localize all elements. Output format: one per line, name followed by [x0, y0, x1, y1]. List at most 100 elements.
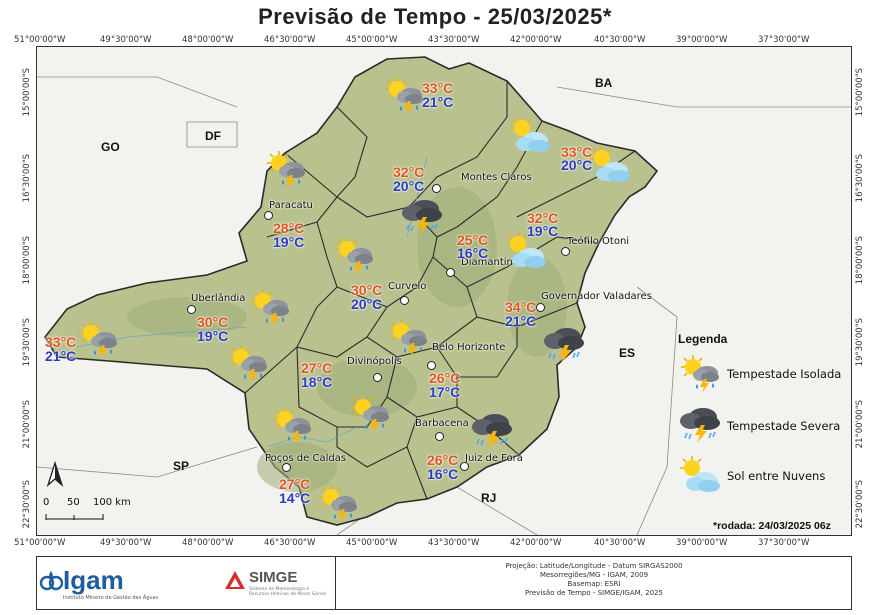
min-temp: 18°C	[301, 374, 333, 390]
city-marker	[435, 432, 444, 441]
min-temp: 17°C	[429, 384, 461, 400]
lat-tick: 21°00'00"S	[22, 400, 32, 449]
scale-line	[45, 514, 104, 520]
lon-tick: 43°30'00"W	[428, 35, 480, 45]
lon-tick: 49°30'00"W	[100, 35, 152, 45]
lat-tick: 19°30'00"S	[22, 318, 32, 367]
lat-tick: 18°00'00"S	[22, 236, 32, 285]
mesoregion-borders	[244, 81, 636, 500]
storm-severe-icon	[469, 409, 515, 449]
city-label-curvelo: Curvelo	[388, 281, 427, 292]
lon-tick: 46°30'00"W	[264, 35, 316, 45]
city-marker	[282, 463, 291, 472]
city-label-montes-claros: Montes Claros	[461, 172, 532, 183]
state-label-sp: SP	[173, 459, 190, 473]
city-label-uberlandia: Uberlândia	[191, 293, 246, 304]
igam-logo-icon	[39, 571, 63, 591]
map-frame: GO DF BA ES SP RJ Montes Claros Paracatu…	[36, 46, 852, 536]
lon-tick: 46°30'00"W	[264, 538, 316, 548]
map-credits: Projeção: Latitude/Longitude - Datum SIR…	[337, 562, 851, 598]
lon-tick: 37°30'00"W	[758, 538, 810, 548]
city-label-pocos-de-caldas: Poços de Caldas	[265, 453, 347, 464]
city-marker	[446, 268, 455, 277]
igam-logo-text: Igam	[63, 565, 124, 595]
city-marker	[432, 184, 441, 193]
scale-label: 0	[43, 497, 50, 508]
max-temp: 33°C	[422, 80, 454, 96]
credit-line: Mesorregiões/MG - IGAM, 2009	[539, 571, 649, 579]
storm-isolated-icon	[75, 319, 121, 359]
city-marker	[460, 462, 469, 471]
legend-label: Tempestade Isolada	[727, 367, 842, 381]
max-temp: 32°C	[527, 210, 559, 226]
scale-label: 100 km	[93, 497, 131, 508]
lon-tick: 40°30'00"W	[594, 35, 646, 45]
lat-tick: 15°00'00"S	[22, 68, 32, 117]
storm-isolated-icon	[385, 317, 431, 357]
max-temp: 26°C	[427, 452, 459, 468]
storm-isolated-icon	[381, 75, 427, 115]
simge-logo-icon	[225, 571, 245, 589]
city-marker	[427, 361, 436, 370]
lat-tick: 16°30'00"S	[855, 154, 865, 203]
storm-isolated-icon	[269, 405, 315, 445]
city-label-belo-horizonte: Belo Horizonte	[432, 342, 506, 353]
city-label-teofilo-otoni: Teófilo Otoni	[567, 236, 630, 247]
lon-tick: 51°00'00"W	[14, 538, 66, 548]
storm-isolated-icon	[247, 287, 293, 327]
max-temp: 26°C	[429, 370, 461, 386]
lat-tick: 15°00'00"S	[855, 68, 865, 117]
storm-isolated-icon	[677, 353, 723, 393]
storm-severe-icon	[399, 195, 445, 235]
max-temp: 25°C	[457, 232, 489, 248]
city-label-governador-valadares: Governador Valadares	[541, 291, 652, 302]
min-temp: 20°C	[351, 296, 383, 312]
min-temp: 20°C	[561, 157, 593, 173]
credit-line: Previsão de Tempo - SIMGE/IGAM, 2025	[525, 589, 663, 597]
logos-section: Igam Instituto Mineiro de Gestão das Águ…	[37, 557, 336, 609]
credit-line: Basemap: ESRI	[567, 580, 621, 588]
lat-tick: 21°00'00"S	[855, 400, 865, 449]
min-temp: 16°C	[427, 466, 459, 482]
max-temp: 27°C	[279, 476, 311, 492]
lon-tick: 42°00'00"W	[510, 538, 562, 548]
max-temp: 34°C	[505, 299, 537, 315]
storm-isolated-icon	[225, 343, 271, 383]
lon-tick: 42°00'00"W	[510, 35, 562, 45]
lon-tick: 39°00'00"W	[676, 538, 728, 548]
max-temp: 30°C	[351, 282, 383, 298]
state-label-ba: BA	[595, 76, 613, 90]
sun-between-clouds-icon	[503, 231, 549, 271]
max-temp: 28°C	[273, 220, 305, 236]
min-temp: 19°C	[197, 328, 229, 344]
lat-tick: 22°30'00"S	[22, 480, 32, 529]
city-label-divinopolis: Divinópolis	[347, 356, 402, 367]
lat-tick: 22°30'00"S	[855, 480, 865, 529]
scale-label: 50	[67, 497, 80, 508]
state-label-go: GO	[101, 140, 120, 154]
city-marker	[373, 373, 382, 382]
north-arrow-icon	[46, 461, 64, 487]
min-temp: 20°C	[393, 178, 425, 194]
min-temp: 19°C	[527, 223, 559, 239]
lon-tick: 45°00'00"W	[346, 35, 398, 45]
city-label-paracatu: Paracatu	[269, 200, 313, 211]
min-temp: 21°C	[505, 313, 537, 329]
city-marker	[400, 296, 409, 305]
sun-between-clouds-icon	[507, 115, 553, 155]
map-title: Previsão de Tempo - 25/03/2025*	[258, 4, 612, 29]
city-marker	[264, 211, 273, 220]
lon-tick: 51°00'00"W	[14, 35, 66, 45]
lon-tick: 43°30'00"W	[428, 538, 480, 548]
max-temp: 32°C	[393, 164, 425, 180]
legend-title: Legenda	[678, 332, 728, 346]
credit-line: Projeção: Latitude/Longitude - Datum SIR…	[505, 562, 683, 570]
max-temp: 27°C	[301, 360, 333, 376]
lat-tick: 18°00'00"S	[855, 236, 865, 285]
lon-tick: 40°30'00"W	[594, 538, 646, 548]
lon-tick: 49°30'00"W	[100, 538, 152, 548]
city-marker	[561, 247, 570, 256]
min-temp: 16°C	[457, 245, 489, 261]
storm-severe-icon	[541, 323, 587, 363]
simge-logo-text: SIMGE	[249, 569, 298, 586]
